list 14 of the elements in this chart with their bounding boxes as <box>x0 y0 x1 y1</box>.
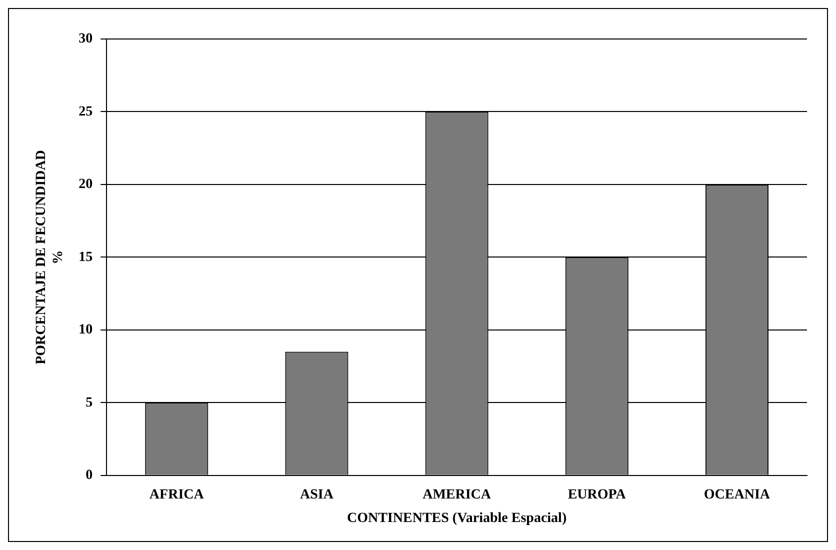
y-tick-label: 30 <box>78 32 93 47</box>
x-tick-label: EUROPA <box>568 487 627 502</box>
y-axis-title: PORCENTAJE DE FECUNDIDAD % <box>34 150 66 364</box>
y-tick-label: 20 <box>78 177 93 192</box>
y-tick-label: 25 <box>78 104 93 120</box>
x-tick-label: AFRICA <box>149 487 205 502</box>
x-axis-title: CONTINENTES (Variable Espacial) <box>346 511 567 526</box>
y-tick-label: 5 <box>86 395 93 410</box>
y-tick-label: 15 <box>78 250 93 265</box>
x-tick-label: OCEANIA <box>704 487 771 502</box>
y-tick-label: 0 <box>86 468 93 484</box>
x-tick-label: ASIA <box>300 487 334 502</box>
y-tick-label: 10 <box>78 322 93 338</box>
x-tick-label: AMERICA <box>422 487 492 502</box>
